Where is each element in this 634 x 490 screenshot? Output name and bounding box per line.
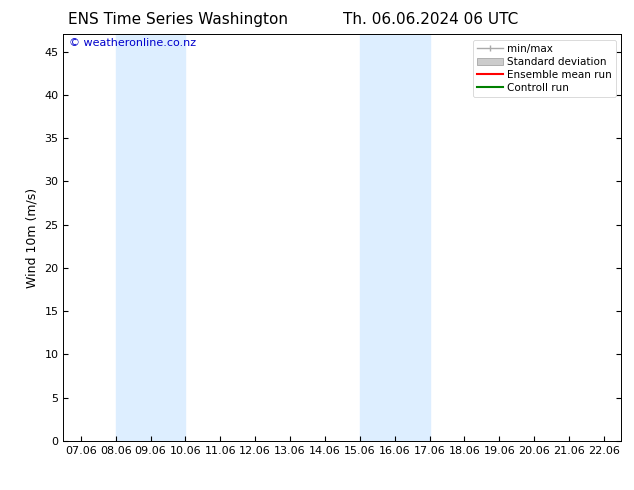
- Legend: min/max, Standard deviation, Ensemble mean run, Controll run: min/max, Standard deviation, Ensemble me…: [473, 40, 616, 97]
- Bar: [116, 34, 185, 441]
- Text: © weatheronline.co.nz: © weatheronline.co.nz: [69, 38, 196, 49]
- Y-axis label: Wind 10m (m/s): Wind 10m (m/s): [26, 188, 39, 288]
- Bar: [359, 34, 429, 441]
- Text: ENS Time Series Washington: ENS Time Series Washington: [67, 12, 288, 27]
- Text: Th. 06.06.2024 06 UTC: Th. 06.06.2024 06 UTC: [344, 12, 519, 27]
